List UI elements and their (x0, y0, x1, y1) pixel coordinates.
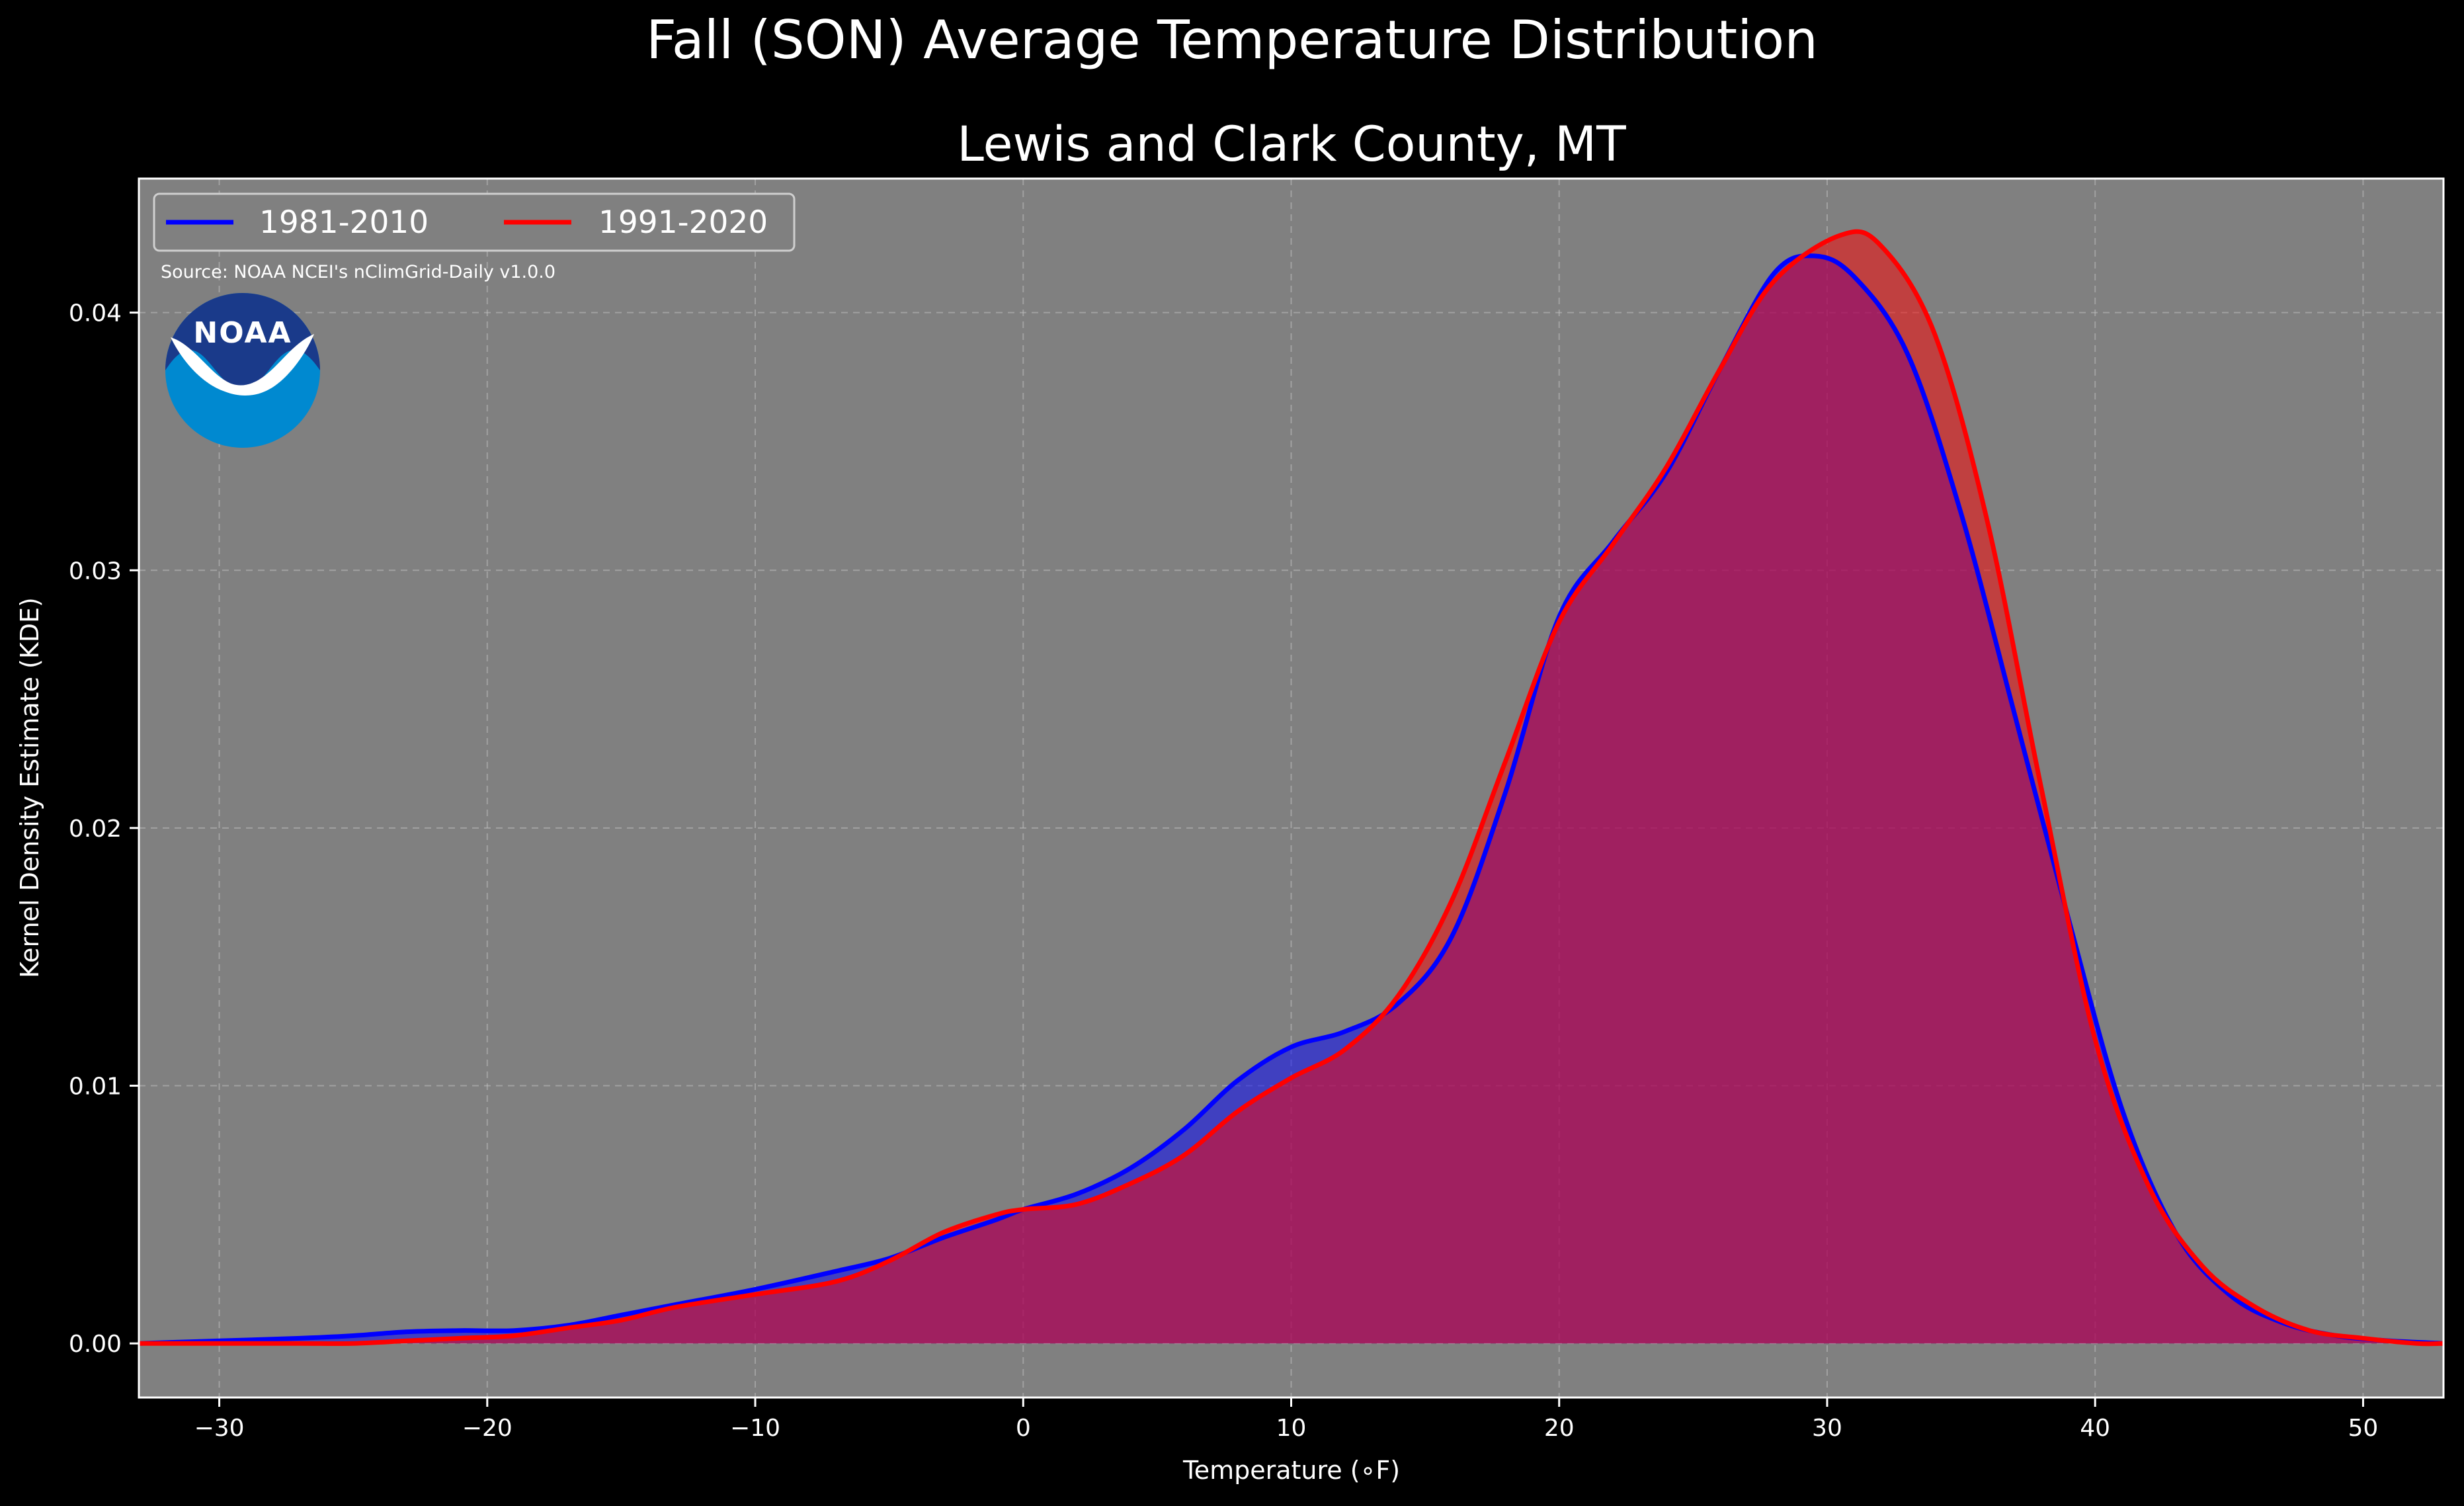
noaa-logo-gull (171, 334, 314, 396)
x-axis-ticks: −30 −20 −10 0 10 20 30 40 50 (194, 1398, 2379, 1442)
legend: 1981-2010 1991-2020 (153, 192, 796, 252)
noaa-logo-text: NOAA (193, 316, 292, 350)
suptitle: Fall (SON) Average Temperature Distribut… (646, 9, 1818, 71)
x-axis-label: Temperature (∘F) (1182, 1456, 1400, 1485)
y-tick-label: 0.01 (69, 1073, 122, 1101)
density-line-1991-2020 (139, 229, 2444, 1347)
x-tick-label: 40 (2080, 1415, 2110, 1442)
legend-label-1981-2010: 1981-2010 (259, 204, 429, 241)
density-area-1991-2020 (139, 231, 2443, 1344)
x-tick-label: −10 (730, 1415, 780, 1442)
y-tick-label: 0.04 (69, 300, 122, 327)
source-annotation: Source: NOAA NCEI's nClimGrid-Daily v1.0… (161, 262, 555, 282)
y-axis-label: Kernel Density Estimate (KDE) (15, 597, 44, 978)
y-tick-label: 0.03 (69, 558, 122, 585)
y-tick-label: 0.00 (69, 1331, 122, 1358)
legend-label-1991-2020: 1991-2020 (598, 204, 768, 241)
x-tick-label: 10 (1276, 1415, 1307, 1442)
x-tick-label: 50 (2348, 1415, 2379, 1442)
x-tick-label: −20 (462, 1415, 513, 1442)
x-tick-label: −30 (194, 1415, 245, 1442)
x-tick-label: 20 (1544, 1415, 1575, 1442)
density-areas (139, 231, 2443, 1344)
y-axis-ticks: 0.00 0.01 0.02 0.03 0.04 (69, 300, 139, 1358)
noaa-logo-sky (165, 293, 320, 392)
legend-box (153, 192, 796, 252)
x-tick-label: 0 (1016, 1415, 1031, 1442)
noaa-logo: NOAA (165, 293, 320, 448)
x-tick-label: 30 (1812, 1415, 1842, 1442)
density-lines (138, 229, 2444, 1347)
chart-title: Lewis and Clark County, MT (957, 116, 1626, 173)
y-tick-label: 0.02 (69, 816, 122, 843)
